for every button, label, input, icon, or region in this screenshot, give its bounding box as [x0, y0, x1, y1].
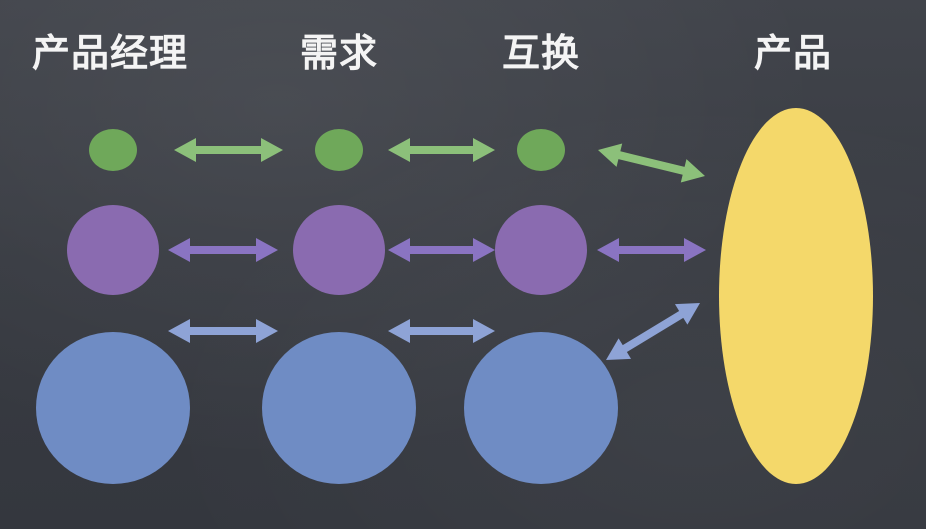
arrows-row-green [174, 138, 706, 183]
double-headed-arrow-icon [168, 319, 278, 343]
double-headed-arrow-icon [388, 238, 495, 262]
double-headed-arrow-icon [388, 319, 495, 343]
blue-circle-pm [36, 332, 190, 484]
double-headed-arrow-icon [598, 143, 706, 183]
blue-circle-exchange [464, 332, 618, 484]
double-headed-arrow-icon [597, 238, 706, 262]
green-circle-pm [89, 129, 137, 171]
yellow-ellipse-product [719, 108, 873, 484]
double-headed-arrow-icon [174, 138, 283, 162]
arrow-shape [597, 238, 706, 262]
arrow-shape [388, 138, 495, 162]
arrow-shape [388, 319, 495, 343]
arrow-shape [388, 238, 495, 262]
heading-product: 产品 [754, 31, 833, 75]
arrows-row-blue [168, 302, 701, 360]
heading-exchange: 互换 [502, 31, 581, 75]
arrow-shape [606, 302, 701, 360]
arrows-row-purple [168, 238, 706, 262]
double-headed-arrow-icon [388, 138, 495, 162]
double-headed-arrow-icon [606, 302, 701, 360]
purple-circle-pm [67, 205, 159, 295]
purple-circle-exchange [495, 205, 587, 295]
green-circle-requirements [315, 129, 363, 171]
green-circle-exchange [517, 129, 565, 171]
blue-circle-requirements [262, 332, 416, 484]
arrow-shape [168, 238, 278, 262]
heading-product-manager: 产品经理 [32, 31, 189, 75]
purple-circle-requirements [293, 205, 385, 295]
heading-requirements: 需求 [300, 31, 379, 75]
arrow-shape [598, 143, 706, 183]
double-headed-arrow-icon [168, 238, 278, 262]
arrow-shape [168, 319, 278, 343]
arrow-shape [174, 138, 283, 162]
